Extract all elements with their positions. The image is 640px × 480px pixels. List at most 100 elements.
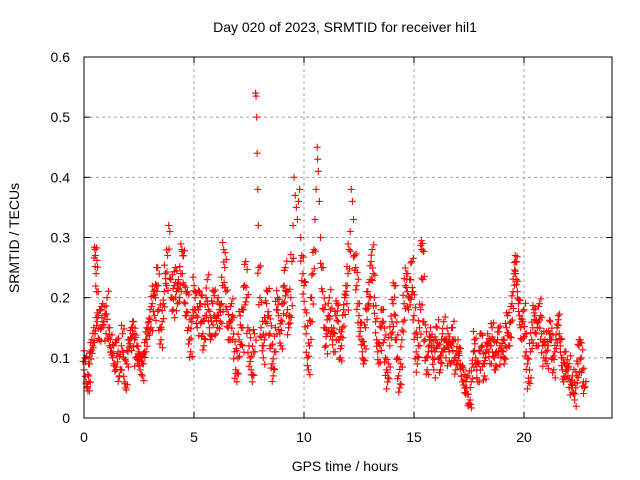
x-tick-label: 10 — [296, 429, 312, 445]
data-point — [417, 237, 428, 256]
data-point — [466, 375, 477, 391]
data-point — [211, 323, 221, 339]
data-point — [564, 352, 575, 372]
data-point — [446, 340, 457, 355]
data-point — [459, 362, 469, 379]
data-point — [153, 264, 163, 278]
data-point — [519, 299, 529, 315]
data-point — [91, 263, 102, 278]
data-point — [343, 263, 353, 278]
y-tick-label: 0.2 — [51, 290, 71, 306]
data-point — [202, 271, 213, 292]
data-point — [577, 364, 588, 377]
y-tick-label: 0.4 — [51, 169, 71, 185]
data-point — [160, 261, 171, 278]
data-point — [329, 341, 339, 356]
data-point — [374, 356, 384, 368]
data-point — [261, 314, 271, 327]
data-point — [384, 360, 394, 376]
data-point — [474, 357, 484, 374]
data-point — [266, 340, 276, 353]
data-point — [241, 258, 251, 274]
data-point — [315, 197, 323, 205]
data-point — [545, 316, 556, 332]
data-point — [439, 313, 449, 333]
data-point — [198, 330, 208, 343]
data-point — [323, 312, 334, 324]
data-point — [415, 317, 425, 338]
data-point — [267, 360, 278, 373]
data-point — [409, 304, 419, 324]
data-point — [332, 297, 342, 309]
data-point — [470, 327, 480, 344]
data-point — [103, 315, 114, 332]
data-point — [420, 328, 430, 345]
data-point — [233, 347, 243, 362]
data-point — [422, 366, 433, 379]
data-point — [221, 283, 231, 296]
data-point — [252, 92, 260, 100]
data-point — [236, 321, 247, 332]
data-point — [174, 276, 184, 292]
data-point — [143, 330, 153, 343]
data-point — [173, 298, 183, 315]
data-point — [245, 352, 256, 370]
data-point — [254, 185, 262, 193]
data-point — [398, 316, 408, 334]
data-point — [383, 375, 393, 393]
data-point — [479, 372, 490, 384]
data-point — [505, 334, 515, 350]
data-point — [115, 366, 126, 381]
data-point — [408, 288, 418, 299]
data-point — [317, 259, 327, 272]
y-tick-label: 0.6 — [51, 49, 71, 65]
data-point — [219, 239, 229, 257]
data-point — [494, 322, 504, 336]
data-point — [286, 285, 296, 310]
data-point — [269, 348, 280, 363]
data-point — [503, 309, 513, 320]
data-point — [454, 345, 465, 364]
data-point — [185, 334, 195, 348]
x-tick-label: 15 — [406, 429, 422, 445]
data-point — [419, 318, 429, 329]
data-point — [342, 291, 352, 314]
data-point — [366, 258, 377, 272]
data-point — [429, 360, 439, 382]
data-point — [490, 363, 501, 374]
data-point — [306, 316, 316, 326]
data-point — [379, 331, 390, 347]
data-point — [240, 282, 250, 291]
data-point — [432, 316, 443, 332]
data-point — [302, 348, 313, 362]
data-point — [122, 357, 132, 371]
data-point — [352, 275, 362, 294]
data-point — [156, 336, 166, 352]
data-point — [159, 280, 170, 304]
data-point — [125, 342, 136, 355]
y-tick-label: 0 — [62, 410, 70, 426]
data-point — [299, 278, 309, 298]
data-point — [426, 324, 436, 340]
data-point — [350, 215, 357, 223]
data-point — [507, 300, 517, 312]
data-point — [265, 322, 275, 339]
data-point — [324, 286, 335, 307]
data-point — [195, 286, 205, 299]
data-point — [526, 339, 536, 356]
data-point — [118, 321, 128, 338]
x-tick-label: 5 — [190, 429, 198, 445]
data-point — [170, 264, 181, 276]
data-point — [255, 294, 265, 309]
data-point — [186, 348, 196, 361]
data-point — [296, 185, 304, 193]
data-point — [300, 297, 311, 317]
data-point — [292, 203, 300, 211]
data-point — [228, 312, 238, 324]
data-point — [155, 324, 165, 335]
data-point — [388, 293, 399, 308]
data-point — [348, 197, 356, 205]
data-point — [550, 345, 560, 360]
data-point — [520, 330, 531, 341]
data-point — [499, 353, 510, 368]
